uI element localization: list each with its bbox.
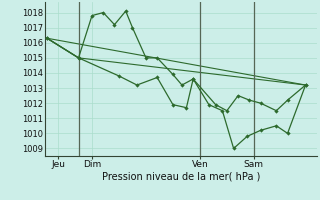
X-axis label: Pression niveau de la mer( hPa ): Pression niveau de la mer( hPa )	[102, 172, 260, 182]
